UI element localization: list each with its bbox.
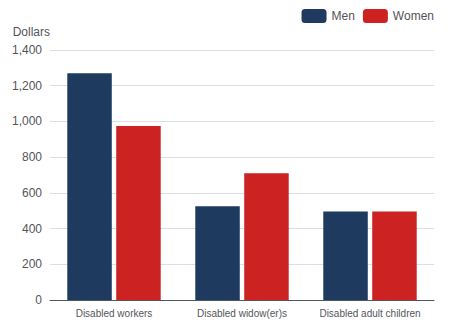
svg-text:1,400: 1,400 (12, 43, 42, 57)
svg-text:Dollars: Dollars (13, 25, 50, 39)
svg-text:200: 200 (22, 257, 42, 271)
svg-text:600: 600 (22, 186, 42, 200)
svg-text:400: 400 (22, 222, 42, 236)
svg-text:Disabled adult children: Disabled adult children (319, 308, 420, 319)
svg-text:Disabled workers: Disabled workers (76, 308, 153, 319)
svg-text:800: 800 (22, 150, 42, 164)
svg-text:Men: Men (332, 9, 355, 23)
svg-text:Women: Women (393, 9, 434, 23)
svg-text:1,200: 1,200 (12, 79, 42, 93)
svg-text:0: 0 (35, 293, 42, 307)
svg-text:Disabled widow(er)s: Disabled widow(er)s (197, 308, 287, 319)
svg-text:1,000: 1,000 (12, 114, 42, 128)
